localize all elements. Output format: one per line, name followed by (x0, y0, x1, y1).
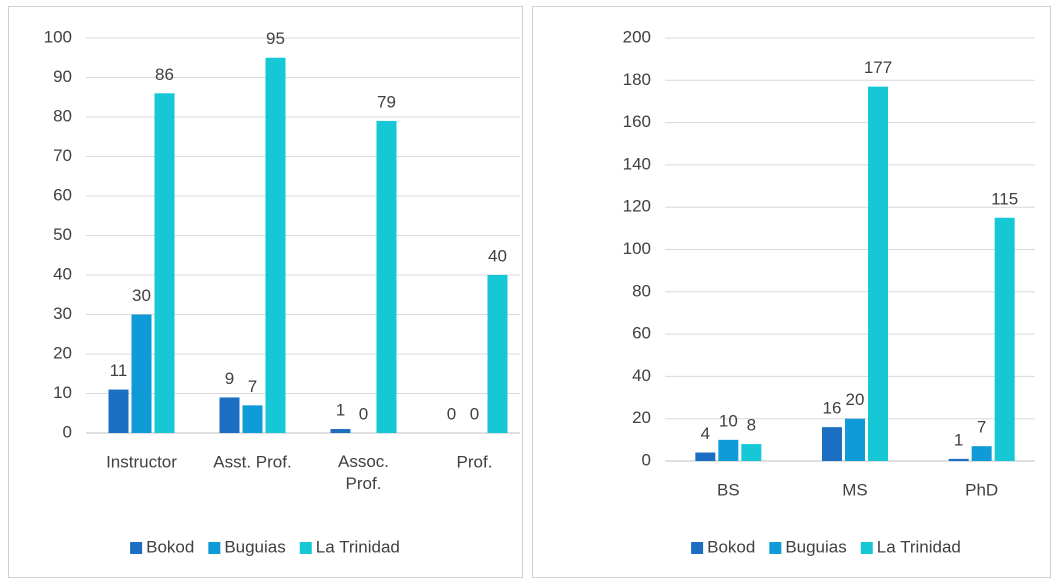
bar (994, 217, 1015, 461)
legend-label: Bokod (146, 537, 194, 556)
y-tick-label: 200 (623, 27, 651, 46)
bar (265, 57, 286, 433)
y-tick-label: 120 (623, 197, 651, 216)
y-tick-label: 50 (53, 225, 72, 244)
bar (487, 275, 508, 433)
y-tick-label: 140 (623, 154, 651, 173)
y-tick-label: 0 (63, 422, 72, 441)
y-tick-label: 160 (623, 112, 651, 131)
y-tick-label: 30 (53, 304, 72, 323)
y-tick-label: 20 (53, 343, 72, 362)
data-label: 10 (719, 411, 738, 430)
data-label: 79 (377, 92, 396, 111)
bar (330, 429, 351, 433)
data-label: 0 (359, 404, 368, 423)
legend-swatch (299, 542, 312, 554)
y-tick-label: 70 (53, 146, 72, 165)
x-tick-label: BS (717, 480, 740, 499)
legend-label: La Trinidad (316, 537, 400, 556)
x-tick-label: PhD (965, 480, 998, 499)
bar (845, 418, 865, 461)
y-tick-label: 10 (53, 383, 72, 402)
data-label: 95 (266, 29, 285, 48)
legend-swatch (691, 542, 704, 554)
legend-swatch (769, 542, 782, 554)
y-tick-label: 80 (53, 106, 72, 125)
x-tick-label: Prof. (457, 452, 493, 471)
data-label: 9 (225, 369, 234, 388)
bar (242, 405, 263, 433)
data-label: 0 (447, 404, 456, 423)
y-tick-label: 60 (53, 185, 72, 204)
bar (219, 397, 240, 433)
bar (131, 314, 152, 433)
bar (822, 427, 842, 461)
data-label: 8 (747, 416, 756, 435)
data-label: 0 (470, 404, 479, 423)
x-tick-label: Instructor (106, 452, 177, 471)
bar (948, 458, 969, 461)
data-label: 115 (991, 189, 1018, 208)
y-tick-label: 90 (53, 67, 72, 86)
legend-label: Bokod (707, 537, 755, 556)
legend-swatch (208, 542, 221, 554)
y-tick-label: 100 (44, 27, 72, 46)
data-label: 177 (864, 58, 892, 77)
bar (741, 444, 762, 461)
bar (376, 120, 397, 433)
data-label: 11 (110, 361, 128, 380)
data-label: 40 (488, 246, 507, 265)
data-label: 30 (132, 286, 151, 305)
y-tick-label: 40 (632, 366, 651, 385)
legend-label: La Trinidad (877, 537, 961, 556)
y-tick-label: 20 (632, 408, 651, 427)
x-tick-label: MS (842, 480, 868, 499)
y-tick-label: 40 (53, 264, 72, 283)
bar (868, 86, 888, 462)
y-tick-label: 180 (623, 70, 651, 89)
bar (154, 93, 175, 434)
bar (108, 389, 129, 433)
data-label: 1 (954, 430, 963, 449)
data-label: 86 (155, 65, 174, 84)
data-label: 20 (846, 390, 865, 409)
data-label: 1 (336, 401, 345, 420)
data-label: 7 (977, 418, 986, 437)
y-tick-label: 80 (632, 281, 651, 300)
legend-swatch (860, 542, 873, 554)
y-tick-label: 100 (623, 239, 651, 258)
bar (971, 446, 992, 461)
data-label: 7 (248, 377, 257, 396)
y-tick-label: 0 (642, 450, 651, 469)
x-tick-label: Assoc. Prof. (338, 452, 389, 493)
data-label: 4 (701, 424, 710, 443)
y-tick-label: 60 (632, 324, 651, 343)
x-tick-label: Asst. Prof. (213, 452, 291, 471)
legend-swatch (130, 542, 143, 554)
bar (718, 439, 739, 461)
legend-label: Buguias (224, 537, 285, 556)
data-label: 16 (823, 399, 842, 418)
bar (695, 452, 716, 461)
legend-label: Buguias (785, 537, 846, 556)
